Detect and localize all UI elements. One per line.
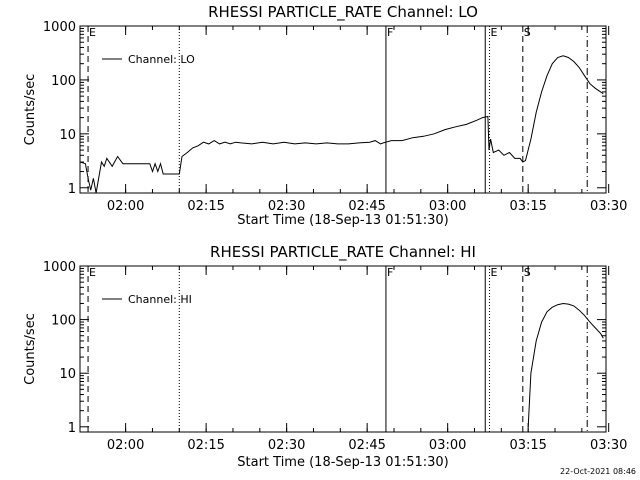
x-tick-label: 03:15 [509,438,546,453]
x-tick-label: 03:00 [429,199,466,214]
series-line-lo [80,55,604,193]
x-tick-label: 02:00 [107,199,144,214]
y-axis-label: Counts/sec [23,74,38,146]
y-axis-label: Counts/sec [23,313,38,385]
chart-title: RHESSI PARTICLE_RATE Channel: HI [210,243,476,262]
footer-timestamp: 22-Oct-2021 08:46 [560,467,636,476]
y-tick-label: 1000 [43,20,76,35]
event-marker-label: E [491,266,498,279]
y-tick-label: 100 [51,314,76,329]
event-marker-label: E [89,26,96,39]
event-marker-label: S [524,266,531,279]
event-marker-label: E [89,266,96,279]
x-tick-label: 02:45 [348,438,385,453]
y-tick-label: 1000 [43,260,76,275]
x-axis-label: Start Time (18-Sep-13 01:51:30) [237,455,448,470]
chart-panel-lo: RHESSI PARTICLE_RATE Channel: LO 1 10 100 10… [23,3,627,228]
x-axis-label: Start Time (18-Sep-13 01:51:30) [237,213,448,228]
x-tick-label: 02:00 [107,438,144,453]
x-tick-label: 03:30 [590,199,627,214]
x-tick-label: 02:15 [187,438,224,453]
x-tick-label: 03:30 [590,438,627,453]
x-tick-label: 02:15 [187,199,224,214]
y-tick-label: 10 [59,367,76,382]
y-tick-label: 1 [68,421,76,436]
chart-title: RHESSI PARTICLE_RATE Channel: LO [208,3,478,22]
y-tick-label: 100 [51,74,76,89]
x-tick-label: 02:30 [268,199,305,214]
plot-frame [79,25,607,194]
event-marker-label: F [387,26,393,39]
event-marker-label: E [491,26,498,39]
x-tick-label: 03:00 [429,438,466,453]
y-tick-label: 10 [59,128,76,143]
series-line-hi [527,302,604,427]
x-tick-label: 03:15 [509,199,546,214]
x-tick-label: 02:45 [348,199,385,214]
chart-panel-hi: RHESSI PARTICLE_RATE Channel: HI 1 10 100 10… [23,243,627,470]
y-tick-label: 1 [68,182,76,197]
legend-entry: Channel: LO [128,53,195,66]
plot-frame [79,265,607,433]
legend-entry: Channel: HI [128,293,192,306]
x-tick-label: 02:30 [268,438,305,453]
event-marker-label: S [524,26,531,39]
event-marker-label: F [387,266,393,279]
